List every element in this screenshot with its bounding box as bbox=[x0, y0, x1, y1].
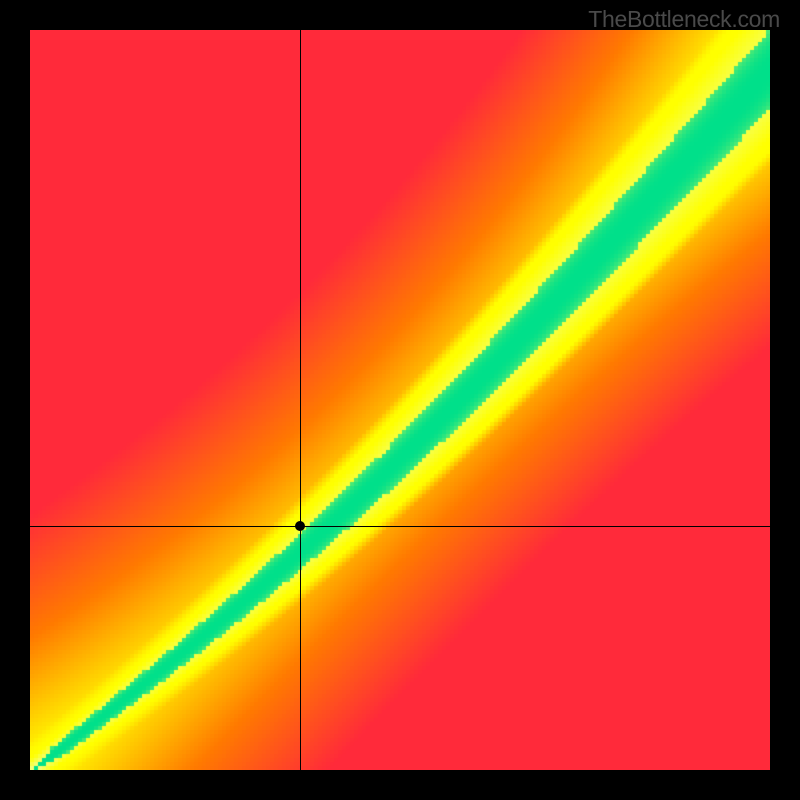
watermark-text: TheBottleneck.com bbox=[588, 6, 780, 33]
heatmap-canvas bbox=[30, 30, 770, 770]
chart-container: TheBottleneck.com bbox=[0, 0, 800, 800]
crosshair-horizontal bbox=[30, 526, 770, 527]
heatmap-plot bbox=[30, 30, 770, 770]
crosshair-vertical bbox=[300, 30, 301, 770]
marker-dot bbox=[295, 521, 305, 531]
